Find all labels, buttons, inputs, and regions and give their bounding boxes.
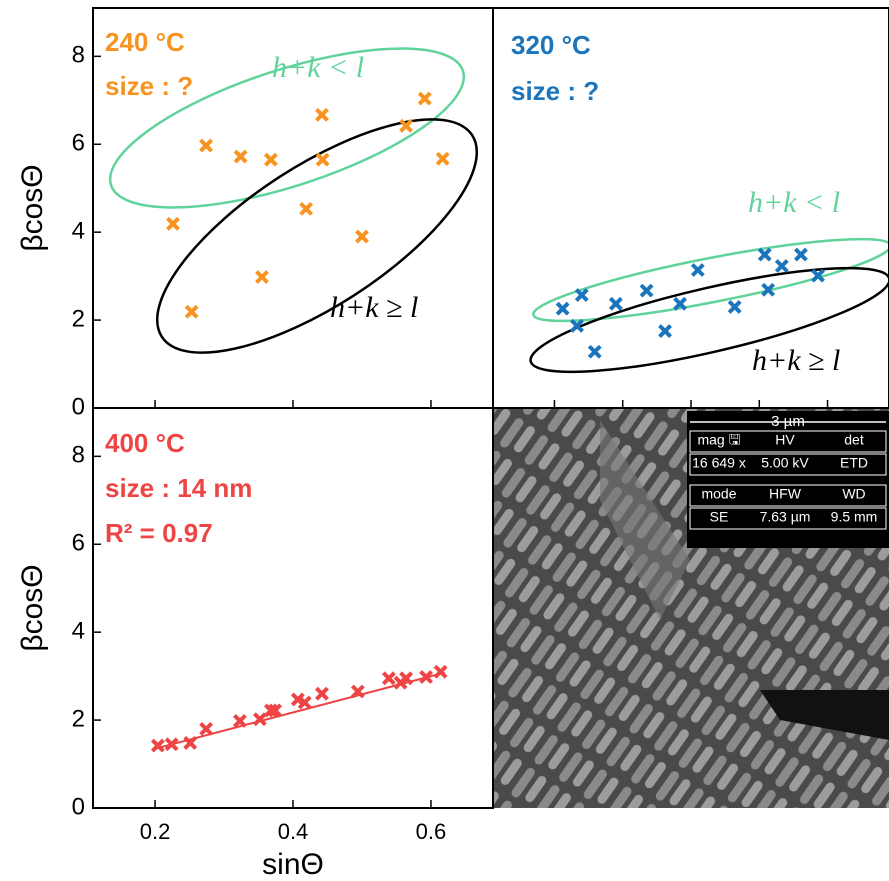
y-axis-label: βcosΘ bbox=[16, 164, 49, 251]
region-label: h+k < l bbox=[272, 51, 364, 84]
data-point bbox=[399, 671, 414, 686]
data-point bbox=[199, 721, 214, 736]
data-point bbox=[355, 229, 369, 244]
annotation: size : ? bbox=[511, 76, 599, 106]
data-point bbox=[794, 247, 808, 262]
data-point bbox=[264, 152, 278, 167]
x-tick-label: 0.4 bbox=[278, 819, 309, 844]
data-point bbox=[164, 737, 179, 752]
data-point bbox=[315, 152, 330, 167]
y-tick-label: 6 bbox=[72, 530, 85, 557]
data-point bbox=[419, 670, 434, 684]
sem-info-text: 16 649 x bbox=[692, 455, 746, 471]
data-point bbox=[574, 288, 589, 302]
data-point bbox=[673, 296, 687, 311]
region-ellipse bbox=[529, 266, 889, 374]
data-point bbox=[381, 671, 396, 686]
annotation: 240 °C bbox=[105, 27, 185, 57]
data-point bbox=[761, 282, 776, 297]
data-point bbox=[690, 263, 705, 277]
sem-info-text: 9.5 mm bbox=[831, 509, 878, 525]
sem-info-row bbox=[689, 507, 887, 530]
sem-info-text: 5.00 kV bbox=[761, 455, 809, 471]
y-tick-label: 2 bbox=[72, 705, 85, 732]
data-point bbox=[433, 664, 448, 679]
sem-info-text: det bbox=[844, 432, 864, 448]
annotation: R² = 0.97 bbox=[105, 518, 213, 548]
y-tick-label: 8 bbox=[72, 42, 85, 69]
data-point bbox=[297, 695, 312, 710]
y-tick-label: 0 bbox=[72, 393, 85, 420]
region-ellipse bbox=[532, 237, 889, 323]
data-point bbox=[264, 703, 278, 718]
y-tick-label: 6 bbox=[72, 130, 85, 157]
y-tick-label: 2 bbox=[72, 305, 85, 332]
annotation: 320 °C bbox=[511, 30, 591, 60]
data-point bbox=[727, 299, 742, 314]
annotation: size : 14 nm bbox=[105, 473, 252, 503]
data-point bbox=[570, 318, 584, 333]
x-axis-label: sinΘ bbox=[262, 848, 324, 881]
region-label: h+k ≥ l bbox=[752, 344, 840, 377]
region-label: h+k ≥ l bbox=[330, 291, 418, 324]
data-point bbox=[166, 216, 180, 231]
data-point bbox=[150, 738, 165, 753]
x-tick-label: 0.6 bbox=[416, 819, 447, 844]
data-point bbox=[587, 344, 602, 359]
y-tick-label: 0 bbox=[72, 793, 85, 820]
region-ellipse bbox=[155, 118, 479, 354]
sem-info-text: 7.63 µm bbox=[760, 509, 811, 525]
y-tick-label: 8 bbox=[72, 442, 85, 469]
data-point bbox=[183, 736, 198, 750]
data-point bbox=[184, 304, 199, 319]
annotation: size : ? bbox=[105, 71, 193, 101]
sem-feature bbox=[600, 420, 690, 620]
sem-info-text: SE bbox=[710, 509, 729, 525]
annotation: 400 °C bbox=[105, 428, 185, 458]
data-point bbox=[255, 270, 269, 284]
data-point bbox=[233, 149, 248, 164]
data-point bbox=[417, 91, 432, 106]
data-point bbox=[757, 247, 772, 262]
data-point bbox=[199, 138, 214, 153]
data-point bbox=[658, 324, 672, 338]
x-tick-label: 0.2 bbox=[140, 819, 171, 844]
data-point bbox=[350, 684, 365, 699]
data-point bbox=[811, 268, 825, 283]
sem-info-text: HV bbox=[775, 432, 795, 448]
sem-info-row bbox=[689, 453, 887, 476]
data-point bbox=[608, 296, 623, 311]
data-point bbox=[232, 714, 247, 728]
data-point bbox=[555, 301, 570, 316]
data-point bbox=[774, 259, 789, 273]
region-label: h+k < l bbox=[748, 186, 840, 219]
sem-info-text: mag 🖫 bbox=[697, 432, 740, 448]
data-point bbox=[315, 107, 329, 122]
y-axis-label: βcosΘ bbox=[16, 564, 49, 651]
data-point bbox=[268, 703, 282, 718]
sem-crack bbox=[760, 690, 889, 740]
sem-info-text: ETD bbox=[840, 455, 868, 471]
sem-info-row bbox=[689, 430, 887, 453]
region-ellipse bbox=[108, 47, 466, 209]
data-point bbox=[299, 201, 314, 216]
sem-info-box bbox=[687, 411, 889, 548]
axes-frame bbox=[92, 407, 494, 809]
data-point bbox=[639, 283, 654, 298]
data-point bbox=[399, 118, 414, 133]
data-point bbox=[252, 712, 267, 727]
axes-frame bbox=[492, 7, 889, 409]
sem-info-row bbox=[689, 484, 887, 507]
data-point bbox=[315, 686, 329, 701]
sem-info-text: mode bbox=[701, 486, 736, 502]
data-point bbox=[435, 151, 450, 166]
y-tick-label: 4 bbox=[72, 618, 85, 645]
y-tick-label: 4 bbox=[72, 218, 85, 245]
sem-info-text: WD bbox=[842, 486, 865, 502]
sem-info-text: HFW bbox=[769, 486, 802, 502]
